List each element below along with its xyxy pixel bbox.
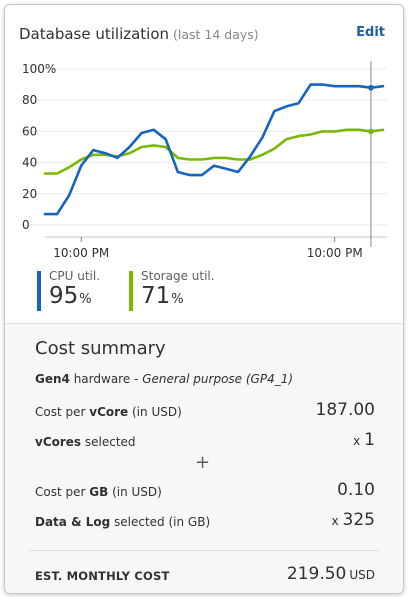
storage-cursor-point [368,128,374,135]
card-title: Database utilization (last 14 days) [19,25,259,43]
vcores-count: 1 [364,430,375,450]
y-tick-label: 60 [22,124,37,138]
x-tick-label: 10:00 PM [307,246,363,260]
legend-storage-number: 71 [141,283,171,309]
monthly-cost-amount: 219.50 [286,564,347,584]
x-tick-label: 10:00 PM [53,246,109,260]
data-log-selected-label: Data & Log selected (in GB) [35,515,210,529]
cost-summary-title: Cost summary [35,338,166,359]
data-log-label-bold: Data & Log [35,515,111,529]
y-tick-label: 20 [22,187,37,201]
legend-cpu-label: CPU util. [49,269,101,283]
legend-cpu-number: 95 [49,283,79,309]
utilization-chart-svg: 100% 80 60 40 20 0 10:00 PM 10:00 PM [19,61,387,260]
vcore-price-row: Cost per vCore (in USD) 187.00 [35,400,375,424]
card-title-text: Database utilization [19,25,170,43]
edit-button[interactable]: Edit [356,25,385,40]
gb-price-label-bold: GB [89,485,109,499]
monthly-cost-label: EST. MONTHLY COST [35,569,170,583]
legend-storage-label: Storage util. [141,269,215,283]
vcore-price-label-suffix: (in USD) [128,405,182,419]
cost-divider [29,550,379,551]
chart-legend: CPU util. 95% Storage util. 71% [5,267,403,323]
monthly-cost-row: EST. MONTHLY COST 219.50 USD [35,564,375,588]
gb-price-label-suffix: (in USD) [108,485,162,499]
vcores-multiplier: x [353,434,361,448]
gb-price-label-prefix: Cost per [35,485,90,499]
vcores-selected-label: vCores selected [35,435,136,449]
legend-storage-value: 71% [141,283,184,309]
y-tick-label: 100% [22,62,56,76]
vcore-price-value: 187.00 [315,400,375,420]
gb-price-value: 0.10 [337,480,375,500]
gb-price-row: Cost per GB (in USD) 0.10 [35,480,375,504]
monthly-cost-currency: USD [349,568,375,582]
vcore-price-label-bold: vCore [89,405,129,419]
monthly-cost-value: 219.50 USD [287,564,375,584]
gb-price-label: Cost per GB (in USD) [35,485,162,499]
legend-storage-swatch [129,271,133,311]
utilization-chart: 100% 80 60 40 20 0 10:00 PM 10:00 PM [5,57,403,267]
data-log-multiplier: x [331,514,339,528]
cpu-util-series-line [43,83,385,216]
legend-cpu-value: 95% [49,283,92,309]
legend-cpu-unit: % [79,292,92,307]
data-log-selected-value: x 325 [331,510,375,530]
y-tick-label: 0 [22,218,30,232]
database-utilization-card: Database utilization (last 14 days) Edit … [4,4,404,594]
card-header: Database utilization (last 14 days) Edit [5,5,403,57]
plus-icon: + [195,452,211,473]
cost-summary-panel: Cost summary Gen4 hardware - General pur… [5,323,403,593]
vcore-price-label-prefix: Cost per [35,405,90,419]
vcore-price-label: Cost per vCore (in USD) [35,405,182,419]
data-log-gb: 325 [342,510,375,530]
hardware-description: Gen4 hardware - General purpose (GP4_1) [35,372,293,386]
y-tick-label: 40 [22,156,37,170]
hardware-name: Gen4 [35,372,70,386]
vcores-selected-label-suffix: selected [81,435,136,449]
data-log-label-suffix: selected (in GB) [110,515,211,529]
vcores-selected-label-bold: vCores [35,435,82,449]
cpu-cursor-point [368,84,374,91]
hardware-tier: General purpose (GP4_1) [142,372,294,386]
legend-storage-unit: % [171,292,184,307]
storage-util-series-line [43,128,385,175]
data-log-selected-row: Data & Log selected (in GB) x 325 [35,510,375,534]
legend-cpu-swatch [37,271,41,311]
y-tick-label: 80 [22,93,37,107]
hardware-separator: hardware - [69,372,143,386]
card-subtitle: (last 14 days) [173,27,259,42]
